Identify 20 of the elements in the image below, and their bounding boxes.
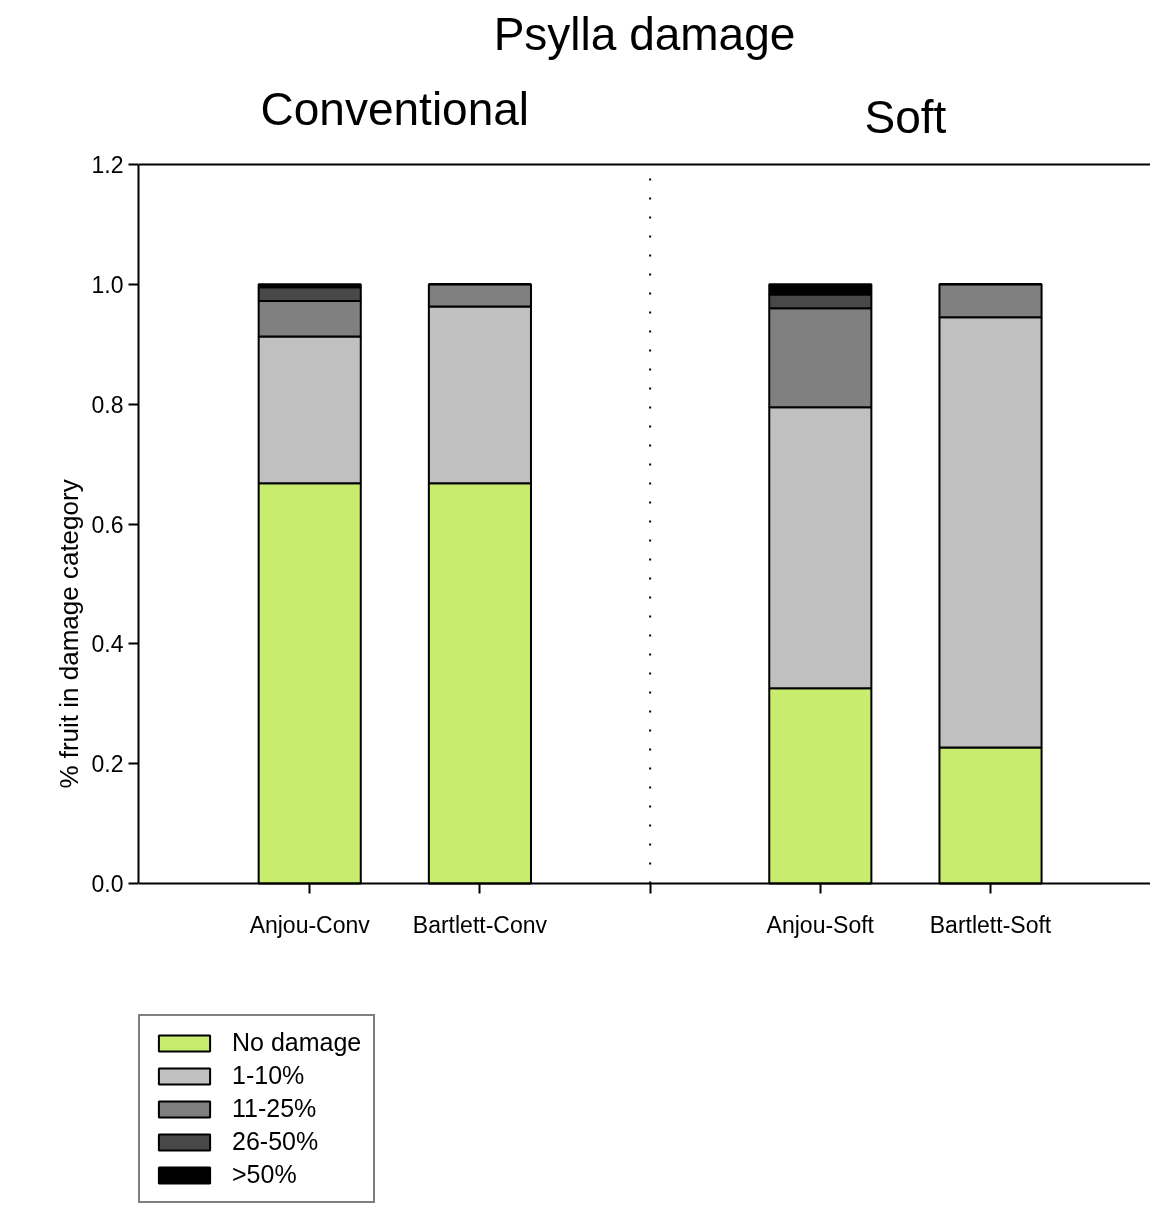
x-tick-label: Anjou-Soft xyxy=(766,911,875,938)
y-tick-label: 0.0 xyxy=(91,871,124,897)
text: Soft xyxy=(864,90,947,143)
chart-title: Psylla damage xyxy=(493,7,796,60)
legend-label: 11-25% xyxy=(232,1094,317,1123)
x-tick-label: Anjou-Conv xyxy=(249,911,371,938)
x-tick-label: Bartlett-Soft xyxy=(929,911,1052,938)
legend-label: No damage xyxy=(232,1028,362,1057)
y-tick-label: 0.4 xyxy=(91,631,124,658)
y-tick-label: 0.2 xyxy=(91,751,124,778)
legend-label: 26-50% xyxy=(232,1127,319,1156)
legend-label: 1-10% xyxy=(232,1061,305,1090)
y-tick-label: 0.8 xyxy=(91,391,124,418)
legend-label: >50% xyxy=(232,1160,297,1189)
x-tick-label: Bartlett-Conv xyxy=(412,911,548,938)
text: Conventional xyxy=(260,82,530,135)
y-tick-label: 0.6 xyxy=(91,511,124,538)
y-tick-label: 1.2 xyxy=(91,152,124,178)
y-tick-label: 1.0 xyxy=(91,271,124,298)
y-axis-title: % fruit in damage category xyxy=(53,479,84,789)
